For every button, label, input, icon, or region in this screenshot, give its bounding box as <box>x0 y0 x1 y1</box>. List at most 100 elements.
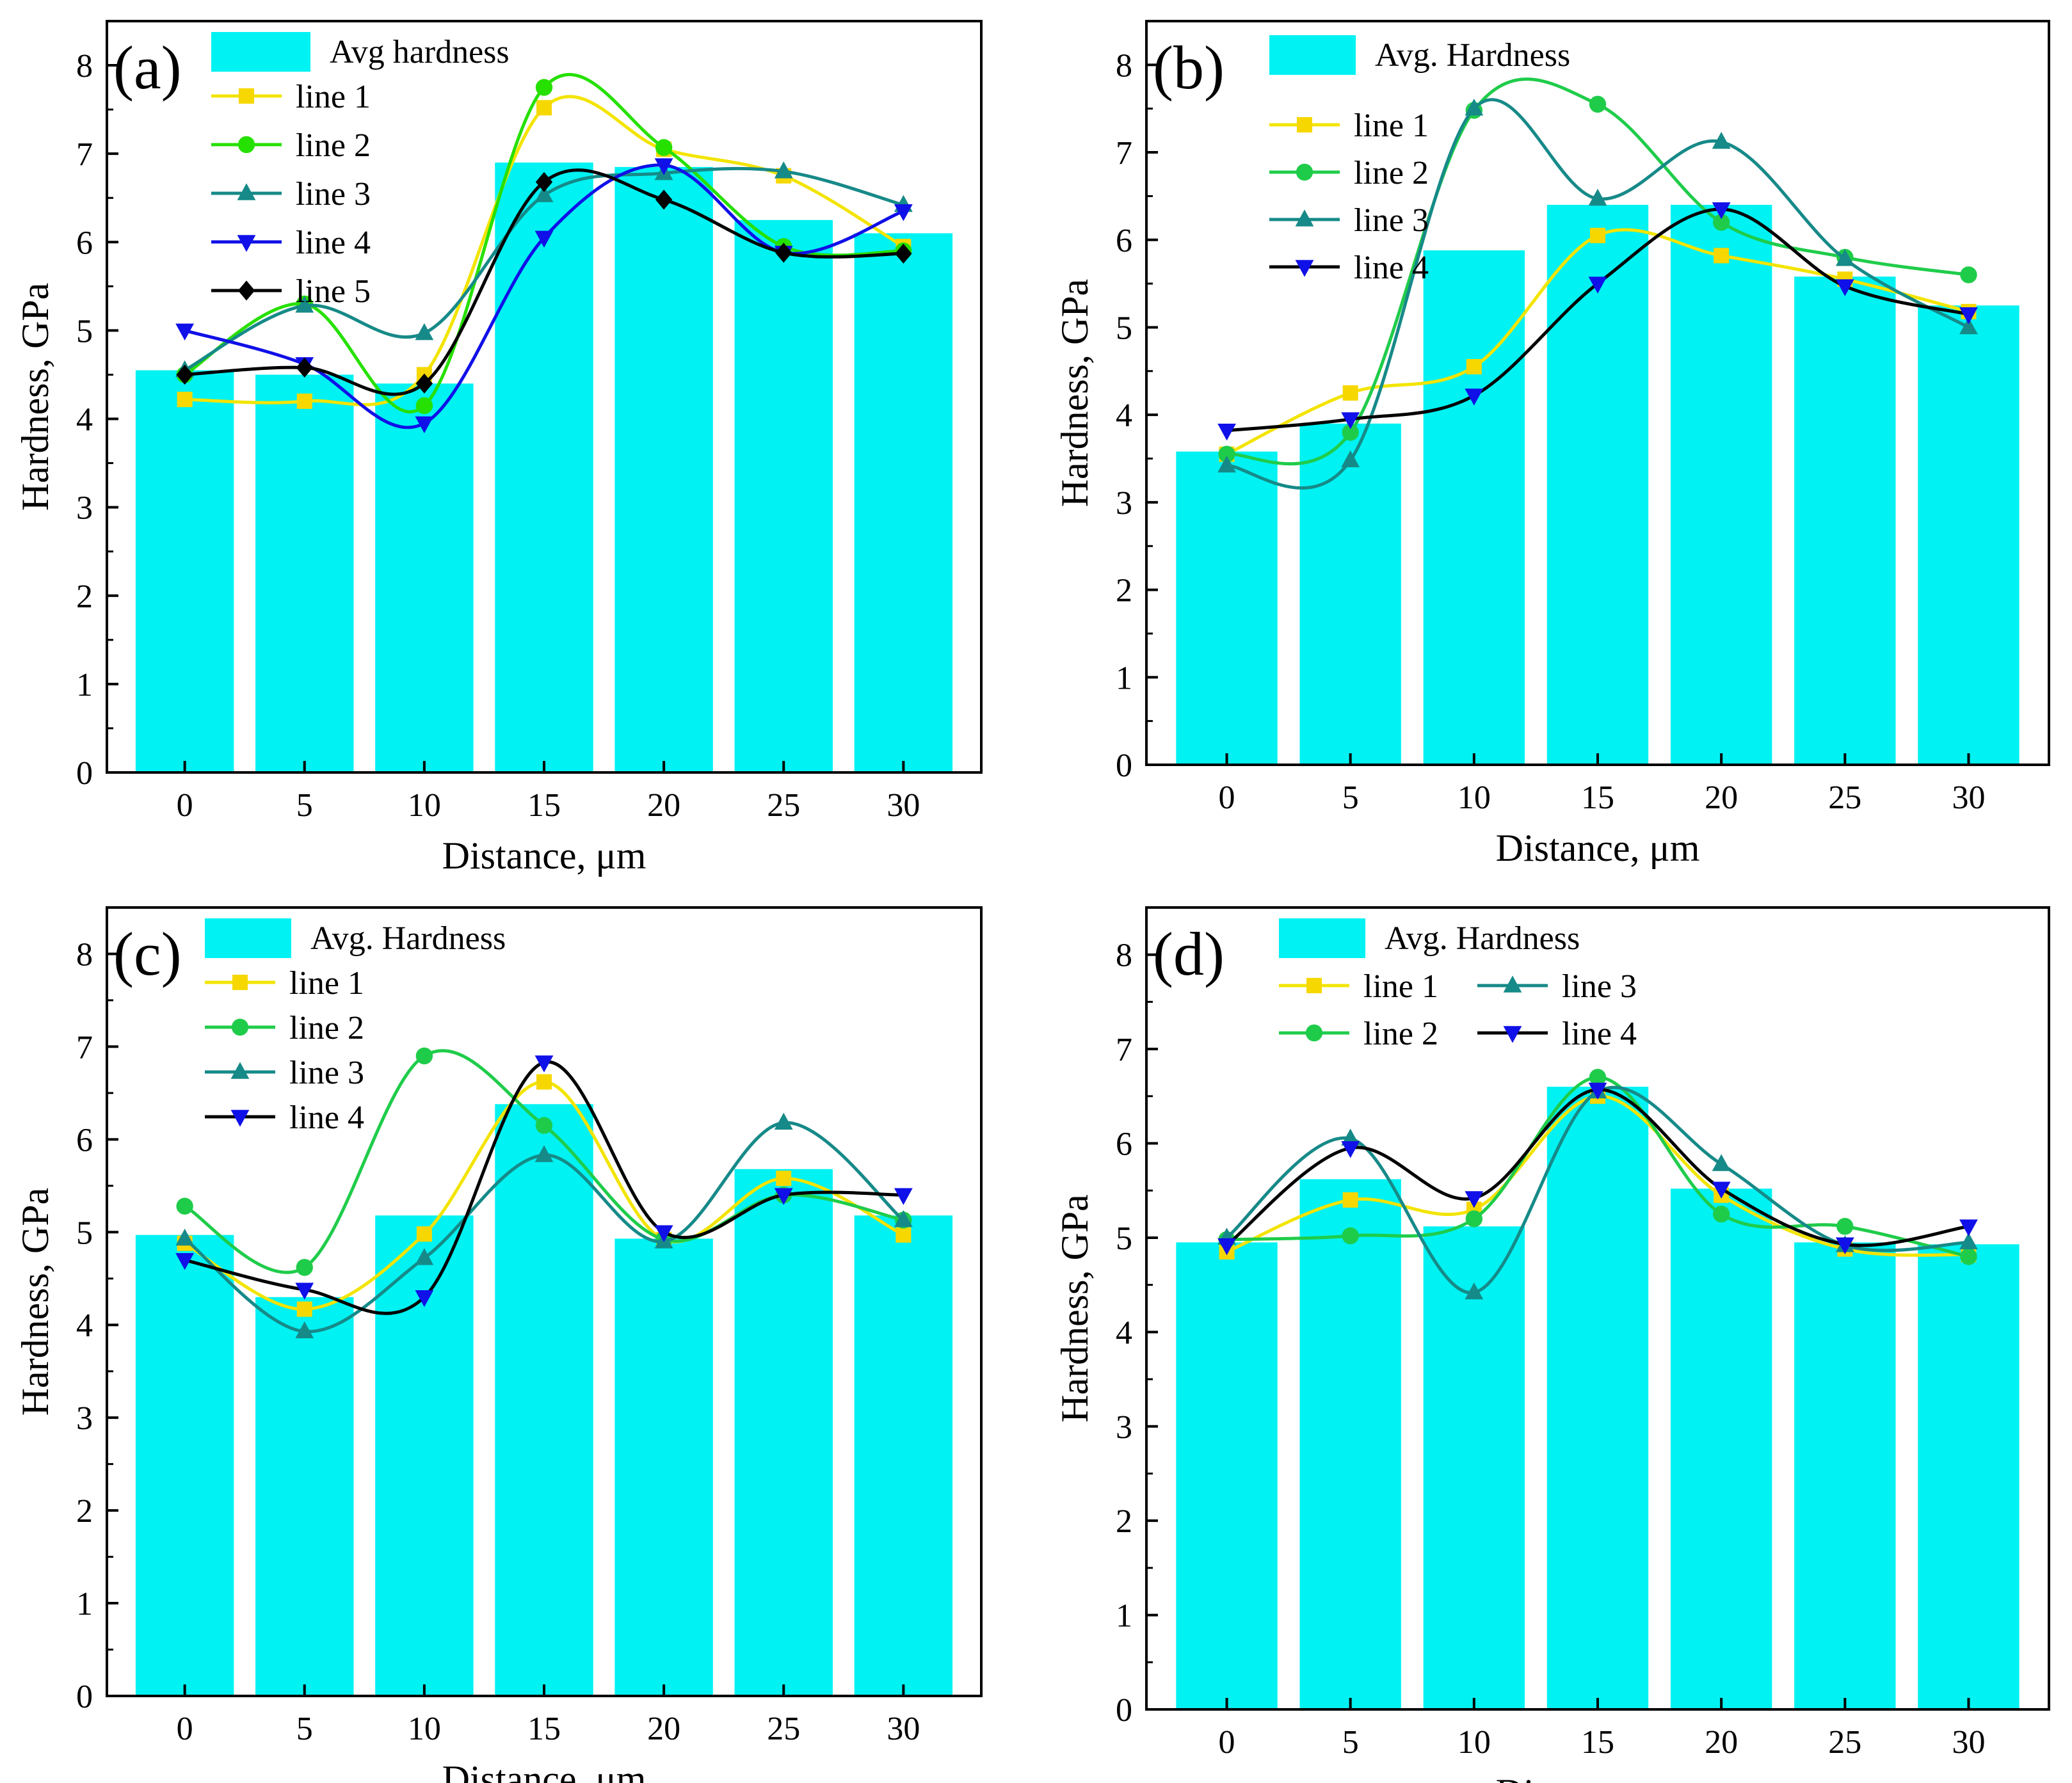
y-tick-label: 5 <box>1116 310 1132 346</box>
legend-marker-1 <box>239 88 254 104</box>
legend-label-2: line 2 <box>296 127 371 164</box>
point-line1-15 <box>1590 227 1605 243</box>
point-line3-5 <box>295 1321 314 1339</box>
y-tick-label: 2 <box>76 1493 93 1530</box>
legend-marker-1 <box>232 975 248 990</box>
point-line4-20 <box>1712 1181 1731 1199</box>
legend-label-4: line 4 <box>1354 250 1429 286</box>
x-tick-label: 5 <box>296 787 313 824</box>
y-tick-label: 6 <box>1116 1126 1132 1163</box>
legend-label-4: line 4 <box>296 225 371 261</box>
y-tick-label: 6 <box>1116 223 1132 259</box>
bar-15 <box>495 1104 593 1696</box>
x-tick-label: 20 <box>1705 780 1738 816</box>
point-line4-0 <box>175 1252 195 1270</box>
y-tick-label: 7 <box>76 136 93 173</box>
y-tick-label: 5 <box>76 313 93 349</box>
y-tick-label: 7 <box>1116 135 1132 172</box>
bar-30 <box>854 1215 953 1696</box>
y-axis-title: Hardness, GPa <box>1054 279 1096 508</box>
point-line1-0 <box>177 392 193 408</box>
point-line1-20 <box>1714 248 1730 264</box>
point-line3-10 <box>415 1248 434 1265</box>
bar-30 <box>1918 1244 2020 1709</box>
point-line1-10 <box>1466 358 1482 374</box>
chart-panel-b: 0 1 2 3 4 5 6 7 8 0 5 10 15 20 25 30 Distance, μm Hardnes… <box>1054 20 2050 869</box>
x-tick-label: 30 <box>1952 1724 1985 1761</box>
point-line1-5 <box>1342 385 1358 401</box>
legend-marker-4 <box>230 1110 250 1127</box>
y-tick-label: 8 <box>1116 47 1132 84</box>
legend-label-2: line 2 <box>1354 155 1429 191</box>
point-line1-5 <box>296 1301 312 1317</box>
bar-0 <box>135 1235 234 1696</box>
legend-label-4: line 4 <box>289 1099 364 1136</box>
x-tick-label: 15 <box>1581 1724 1614 1761</box>
x-tick-label: 5 <box>1342 1724 1359 1761</box>
legend-swatch-bar <box>211 32 310 72</box>
point-line5-30 <box>895 243 912 264</box>
x-tick-label: 25 <box>767 787 800 824</box>
y-tick-label: 7 <box>1116 1032 1132 1068</box>
x-tick-label: 30 <box>887 1711 920 1747</box>
legend-label-bar: Avg. Hardness <box>1385 920 1580 957</box>
x-tick-label: 0 <box>1219 780 1235 816</box>
bar-5 <box>1299 423 1401 765</box>
point-line1-25 <box>776 1171 792 1187</box>
point-line4-30 <box>1959 1219 1978 1236</box>
panel-label: (c) <box>113 920 182 988</box>
point-line5-25 <box>775 243 792 263</box>
y-axis-title: Hardness, GPa <box>14 1188 56 1416</box>
point-line4-30 <box>1959 307 1978 324</box>
chart-panel-d: 0 1 2 3 4 5 6 7 8 0 5 10 15 20 25 30 Distance, μm Hardnes… <box>1054 906 2050 1783</box>
point-line2-0 <box>1218 445 1235 463</box>
point-line4-15 <box>1588 276 1607 294</box>
x-tick-label: 15 <box>527 787 561 824</box>
point-line1-15 <box>536 100 552 116</box>
point-line2-10 <box>1465 1210 1483 1227</box>
point-line2-15 <box>535 1117 553 1134</box>
point-line2-30 <box>1960 1248 1977 1265</box>
y-tick-label: 0 <box>1116 1692 1132 1729</box>
point-line1-10 <box>416 1226 432 1242</box>
legend-label-1: line 1 <box>296 79 371 115</box>
point-line5-20 <box>655 189 673 210</box>
y-tick-label: 2 <box>1116 573 1132 609</box>
y-tick-label: 3 <box>76 1400 93 1437</box>
legend-marker-3 <box>237 183 256 200</box>
point-line5-0 <box>176 364 193 385</box>
y-tick-label: 0 <box>76 755 93 792</box>
point-line3-0 <box>175 1228 195 1246</box>
point-line5-5 <box>296 357 313 378</box>
legend-marker-5 <box>237 280 255 301</box>
point-line1-15 <box>536 1074 552 1090</box>
bar-10 <box>1423 1226 1525 1709</box>
point-line4-30 <box>894 1188 913 1205</box>
y-axis-title: Hardness, GPa <box>1054 1194 1096 1423</box>
legend-label-3: line 3 <box>1354 202 1429 239</box>
point-line2-25 <box>1836 1218 1854 1235</box>
y-tick-label: 8 <box>1116 938 1132 974</box>
point-line2-15 <box>535 79 553 96</box>
x-axis-title: Distance, μm <box>1496 827 1700 869</box>
bar-10 <box>375 383 474 772</box>
bar-30 <box>1918 305 2020 765</box>
legend-marker-1 <box>1297 117 1312 132</box>
point-line3-20 <box>1712 1154 1731 1171</box>
legend-marker-2 <box>1305 1024 1323 1042</box>
legend-label-bar: Avg. Hardness <box>1375 37 1570 74</box>
legend-label-4: line 4 <box>1562 1016 1637 1052</box>
x-axis-title: Distance, μm <box>442 1758 646 1783</box>
y-tick-label: 6 <box>76 225 93 261</box>
x-tick-label: 25 <box>1828 1724 1861 1761</box>
point-line3-15 <box>534 1145 554 1162</box>
x-tick-label: 20 <box>1705 1724 1738 1761</box>
y-tick-label: 3 <box>76 490 93 527</box>
y-tick-label: 6 <box>76 1122 93 1158</box>
bar-20 <box>1670 205 1772 765</box>
x-tick-label: 20 <box>647 1711 680 1747</box>
chart-panel-a: 0 1 2 3 4 5 6 7 8 0 5 10 15 20 25 30 Distance, μm Hardnes… <box>14 20 983 877</box>
legend-marker-3 <box>1503 975 1522 993</box>
x-tick-label: 25 <box>767 1711 800 1747</box>
bar-25 <box>1794 1242 1896 1709</box>
